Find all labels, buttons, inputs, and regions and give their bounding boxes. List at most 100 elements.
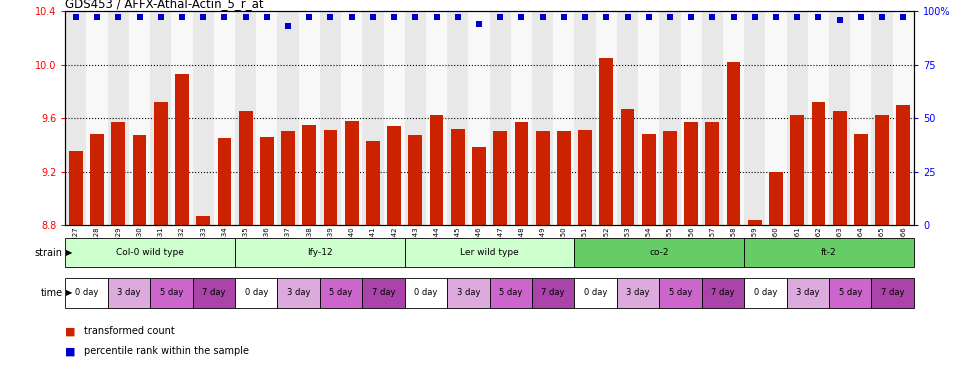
Point bbox=[747, 15, 762, 20]
Point bbox=[259, 15, 275, 20]
Bar bbox=[451, 129, 465, 225]
Bar bbox=[876, 115, 889, 225]
Bar bbox=[299, 11, 320, 225]
Bar bbox=[468, 11, 490, 225]
Bar bbox=[281, 131, 295, 225]
Text: transformed count: transformed count bbox=[84, 326, 176, 336]
Bar bbox=[578, 130, 592, 225]
Bar bbox=[320, 11, 341, 225]
Bar bbox=[811, 102, 826, 225]
Bar bbox=[897, 105, 910, 225]
Bar bbox=[175, 74, 189, 225]
Bar bbox=[320, 278, 362, 307]
Bar bbox=[69, 152, 83, 225]
Point bbox=[620, 15, 636, 20]
Bar bbox=[235, 11, 256, 225]
Bar bbox=[786, 11, 808, 225]
Point bbox=[471, 21, 487, 27]
Bar bbox=[108, 278, 150, 307]
Bar bbox=[829, 11, 851, 225]
Bar bbox=[150, 11, 172, 225]
Bar bbox=[447, 278, 490, 307]
Text: 7 day: 7 day bbox=[881, 288, 904, 297]
Text: GDS453 / AFFX-Athal-Actin_5_r_at: GDS453 / AFFX-Athal-Actin_5_r_at bbox=[65, 0, 264, 10]
Point bbox=[535, 15, 550, 20]
Bar bbox=[277, 11, 299, 225]
Bar bbox=[108, 11, 129, 225]
Bar bbox=[872, 11, 893, 225]
Bar bbox=[235, 238, 405, 267]
Bar bbox=[302, 125, 316, 225]
Bar bbox=[154, 102, 168, 225]
Bar bbox=[324, 130, 337, 225]
Bar bbox=[854, 134, 868, 225]
Point bbox=[599, 15, 614, 20]
Text: lfy-12: lfy-12 bbox=[307, 248, 333, 257]
Point bbox=[238, 15, 253, 20]
Text: ▶: ▶ bbox=[66, 248, 73, 257]
Bar bbox=[405, 278, 447, 307]
Text: 0 day: 0 day bbox=[754, 288, 777, 297]
Text: 5 day: 5 day bbox=[839, 288, 862, 297]
Point bbox=[217, 15, 232, 20]
Bar bbox=[193, 278, 235, 307]
Bar bbox=[599, 58, 613, 225]
Text: ▶: ▶ bbox=[66, 288, 73, 297]
Bar bbox=[214, 11, 235, 225]
Point bbox=[323, 15, 338, 20]
Point bbox=[68, 15, 84, 20]
Bar bbox=[574, 238, 744, 267]
Text: 7 day: 7 day bbox=[202, 288, 226, 297]
Bar bbox=[642, 134, 656, 225]
Text: percentile rank within the sample: percentile rank within the sample bbox=[84, 346, 250, 356]
Text: 0 day: 0 day bbox=[75, 288, 98, 297]
Point bbox=[450, 15, 466, 20]
Bar bbox=[111, 122, 125, 225]
Text: 5 day: 5 day bbox=[669, 288, 692, 297]
Point bbox=[492, 15, 508, 20]
Bar bbox=[150, 278, 193, 307]
Bar bbox=[769, 172, 783, 225]
Point bbox=[344, 15, 359, 20]
Bar bbox=[532, 278, 574, 307]
Point bbox=[726, 15, 741, 20]
Bar bbox=[472, 147, 486, 225]
Text: 5 day: 5 day bbox=[499, 288, 522, 297]
Point bbox=[811, 15, 827, 20]
Text: 3 day: 3 day bbox=[287, 288, 310, 297]
Bar bbox=[765, 11, 786, 225]
Bar bbox=[86, 11, 108, 225]
Text: time: time bbox=[40, 288, 62, 298]
Point bbox=[896, 15, 911, 20]
Text: ■: ■ bbox=[65, 326, 76, 336]
Point bbox=[875, 15, 890, 20]
Bar bbox=[617, 278, 660, 307]
Text: Ler wild type: Ler wild type bbox=[460, 248, 519, 257]
Text: 5 day: 5 day bbox=[329, 288, 352, 297]
Bar bbox=[557, 131, 571, 225]
Bar bbox=[172, 11, 193, 225]
Bar bbox=[362, 278, 405, 307]
Text: 7 day: 7 day bbox=[541, 288, 565, 297]
Point bbox=[684, 15, 699, 20]
Point bbox=[301, 15, 317, 20]
Bar bbox=[620, 109, 635, 225]
Text: strain: strain bbox=[35, 247, 62, 258]
Point bbox=[662, 15, 678, 20]
Bar bbox=[663, 131, 677, 225]
Bar bbox=[90, 134, 104, 225]
Bar bbox=[553, 11, 574, 225]
Point bbox=[853, 15, 869, 20]
Text: 0 day: 0 day bbox=[415, 288, 438, 297]
Point bbox=[768, 15, 783, 20]
Bar bbox=[660, 11, 681, 225]
Bar bbox=[132, 135, 147, 225]
Point bbox=[89, 15, 105, 20]
Bar bbox=[808, 11, 829, 225]
Bar bbox=[405, 11, 426, 225]
Text: 5 day: 5 day bbox=[159, 288, 183, 297]
Bar bbox=[366, 141, 380, 225]
Bar bbox=[706, 122, 719, 225]
Text: ■: ■ bbox=[65, 346, 76, 356]
Bar bbox=[65, 278, 108, 307]
